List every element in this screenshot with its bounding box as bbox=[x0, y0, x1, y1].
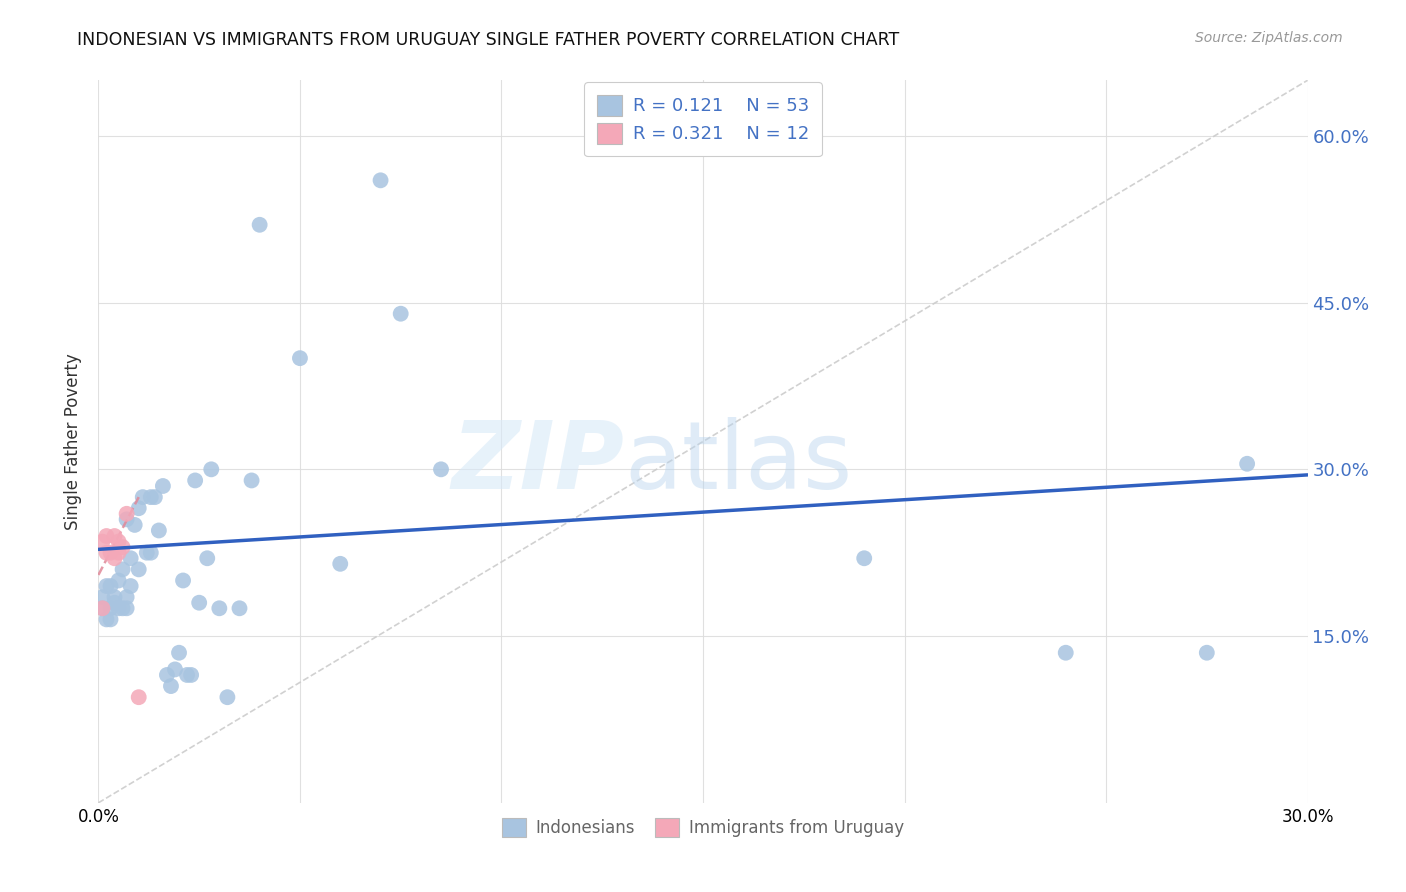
Point bbox=[208, 601, 231, 615]
Point bbox=[188, 596, 211, 610]
Point bbox=[139, 546, 162, 560]
Point bbox=[160, 679, 183, 693]
Point bbox=[128, 501, 150, 516]
Point bbox=[103, 596, 125, 610]
Point bbox=[139, 490, 162, 504]
Point bbox=[107, 546, 129, 560]
Point bbox=[91, 601, 114, 615]
Y-axis label: Single Father Poverty: Single Father Poverty bbox=[65, 353, 83, 530]
Point bbox=[111, 601, 134, 615]
Point bbox=[115, 507, 138, 521]
Point bbox=[430, 462, 453, 476]
Point bbox=[853, 551, 876, 566]
Point bbox=[100, 546, 122, 560]
Point bbox=[176, 668, 198, 682]
Point bbox=[100, 612, 122, 626]
Point bbox=[96, 546, 118, 560]
Point bbox=[107, 574, 129, 588]
Point bbox=[103, 529, 125, 543]
Point bbox=[115, 590, 138, 604]
Point bbox=[195, 551, 218, 566]
Point bbox=[184, 474, 207, 488]
Text: INDONESIAN VS IMMIGRANTS FROM URUGUAY SINGLE FATHER POVERTY CORRELATION CHART: INDONESIAN VS IMMIGRANTS FROM URUGUAY SI… bbox=[77, 31, 900, 49]
Point bbox=[91, 534, 114, 549]
Point bbox=[180, 668, 202, 682]
Point bbox=[143, 490, 166, 504]
Text: Source: ZipAtlas.com: Source: ZipAtlas.com bbox=[1195, 31, 1343, 45]
Point bbox=[217, 690, 239, 705]
Point bbox=[128, 690, 150, 705]
Point bbox=[100, 579, 122, 593]
Point bbox=[91, 601, 114, 615]
Point bbox=[124, 517, 146, 532]
Point bbox=[288, 351, 311, 366]
Point bbox=[96, 612, 118, 626]
Point bbox=[163, 662, 186, 676]
Point bbox=[200, 462, 222, 476]
Legend: Indonesians, Immigrants from Uruguay: Indonesians, Immigrants from Uruguay bbox=[491, 806, 915, 848]
Point bbox=[120, 579, 142, 593]
Point bbox=[172, 574, 194, 588]
Point bbox=[103, 551, 125, 566]
Point bbox=[111, 562, 134, 576]
Point bbox=[91, 590, 114, 604]
Text: ZIP: ZIP bbox=[451, 417, 624, 509]
Point bbox=[135, 546, 157, 560]
Point bbox=[96, 529, 118, 543]
Point bbox=[115, 512, 138, 526]
Point bbox=[389, 307, 412, 321]
Point bbox=[111, 540, 134, 554]
Point bbox=[128, 562, 150, 576]
Point bbox=[107, 601, 129, 615]
Point bbox=[148, 524, 170, 538]
Point bbox=[115, 601, 138, 615]
Point bbox=[132, 490, 155, 504]
Point bbox=[96, 579, 118, 593]
Point bbox=[152, 479, 174, 493]
Point bbox=[249, 218, 271, 232]
Point bbox=[103, 590, 125, 604]
Point bbox=[240, 474, 263, 488]
Point bbox=[100, 601, 122, 615]
Point bbox=[1054, 646, 1077, 660]
Point bbox=[228, 601, 250, 615]
Point bbox=[156, 668, 179, 682]
Point bbox=[167, 646, 190, 660]
Point bbox=[107, 534, 129, 549]
Point bbox=[120, 551, 142, 566]
Point bbox=[329, 557, 352, 571]
Point bbox=[370, 173, 392, 187]
Point bbox=[1195, 646, 1218, 660]
Point bbox=[1236, 457, 1258, 471]
Text: atlas: atlas bbox=[624, 417, 852, 509]
